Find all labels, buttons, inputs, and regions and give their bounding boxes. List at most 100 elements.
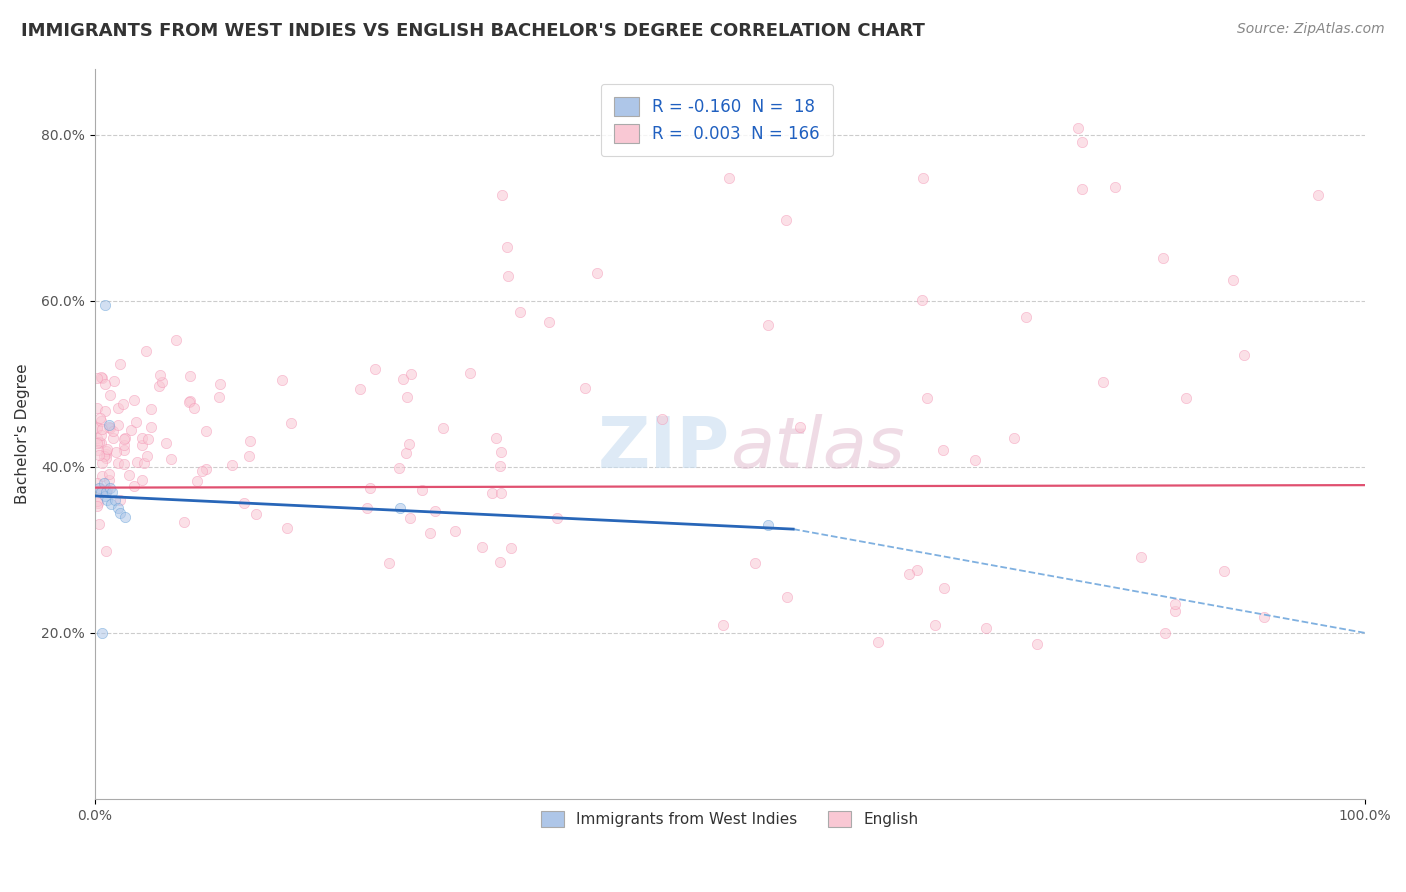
- Point: [1164, 597, 1187, 611]
- Point: [190, 464, 212, 478]
- Point: [138, 432, 160, 446]
- Point: [239, 434, 262, 448]
- Point: [208, 390, 231, 404]
- Point: [271, 373, 294, 387]
- Point: [86, 436, 108, 450]
- Point: [108, 357, 131, 371]
- Point: [90, 370, 112, 384]
- Point: [276, 520, 298, 534]
- Point: [94, 489, 117, 503]
- Point: [423, 503, 446, 517]
- Point: [1213, 564, 1236, 578]
- Point: [135, 344, 157, 359]
- Point: [280, 416, 302, 430]
- Point: [125, 455, 148, 469]
- Point: [1002, 431, 1025, 445]
- Point: [485, 431, 508, 445]
- Point: [489, 485, 512, 500]
- Point: [103, 374, 125, 388]
- Point: [86, 476, 108, 491]
- Point: [499, 541, 522, 555]
- Point: [399, 367, 422, 381]
- Point: [93, 476, 115, 491]
- Point: [87, 481, 110, 495]
- Point: [496, 268, 519, 283]
- Point: [495, 240, 517, 254]
- Point: [89, 484, 111, 499]
- Text: ZIP: ZIP: [598, 414, 730, 483]
- Point: [118, 468, 141, 483]
- Point: [411, 483, 433, 497]
- Point: [160, 452, 183, 467]
- Point: [131, 438, 153, 452]
- Point: [1152, 251, 1174, 265]
- Point: [432, 421, 454, 435]
- Point: [481, 486, 503, 500]
- Point: [1026, 637, 1049, 651]
- Point: [419, 525, 441, 540]
- Point: [94, 376, 117, 391]
- Point: [100, 497, 122, 511]
- Point: [232, 496, 254, 510]
- Point: [93, 449, 115, 463]
- Point: [86, 431, 108, 445]
- Point: [974, 621, 997, 635]
- Point: [86, 500, 108, 514]
- Point: [924, 618, 946, 632]
- Point: [107, 456, 129, 470]
- Point: [711, 618, 734, 632]
- Point: [90, 456, 112, 470]
- Point: [934, 581, 956, 595]
- Point: [139, 402, 162, 417]
- Point: [90, 484, 112, 499]
- Point: [90, 422, 112, 436]
- Point: [105, 444, 128, 458]
- Point: [931, 443, 953, 458]
- Point: [489, 459, 512, 474]
- Point: [1015, 310, 1038, 324]
- Point: [221, 458, 243, 473]
- Point: [86, 401, 108, 416]
- Point: [776, 591, 799, 605]
- Point: [96, 483, 118, 498]
- Point: [87, 496, 110, 510]
- Point: [356, 500, 378, 515]
- Point: [186, 474, 208, 488]
- Point: [97, 418, 120, 433]
- Point: [1175, 391, 1198, 405]
- Point: [141, 420, 163, 434]
- Point: [107, 501, 129, 516]
- Point: [94, 298, 117, 312]
- Point: [1104, 180, 1126, 194]
- Point: [114, 431, 136, 445]
- Point: [444, 524, 467, 538]
- Point: [125, 415, 148, 429]
- Point: [208, 377, 231, 392]
- Point: [1222, 273, 1244, 287]
- Point: [489, 555, 512, 569]
- Point: [585, 266, 607, 280]
- Point: [359, 481, 381, 495]
- Point: [912, 170, 935, 185]
- Point: [179, 394, 201, 409]
- Point: [132, 457, 155, 471]
- Point: [179, 394, 201, 409]
- Point: [96, 442, 118, 456]
- Point: [905, 563, 928, 577]
- Point: [165, 333, 187, 347]
- Point: [471, 540, 494, 554]
- Point: [398, 437, 420, 451]
- Point: [101, 484, 124, 499]
- Point: [1253, 610, 1275, 624]
- Point: [122, 393, 145, 408]
- Point: [98, 481, 121, 495]
- Point: [96, 543, 118, 558]
- Point: [744, 556, 766, 570]
- Point: [86, 493, 108, 508]
- Point: [538, 315, 561, 329]
- Point: [915, 391, 938, 405]
- Point: [194, 461, 217, 475]
- Point: [349, 382, 371, 396]
- Point: [378, 557, 401, 571]
- Point: [155, 436, 177, 450]
